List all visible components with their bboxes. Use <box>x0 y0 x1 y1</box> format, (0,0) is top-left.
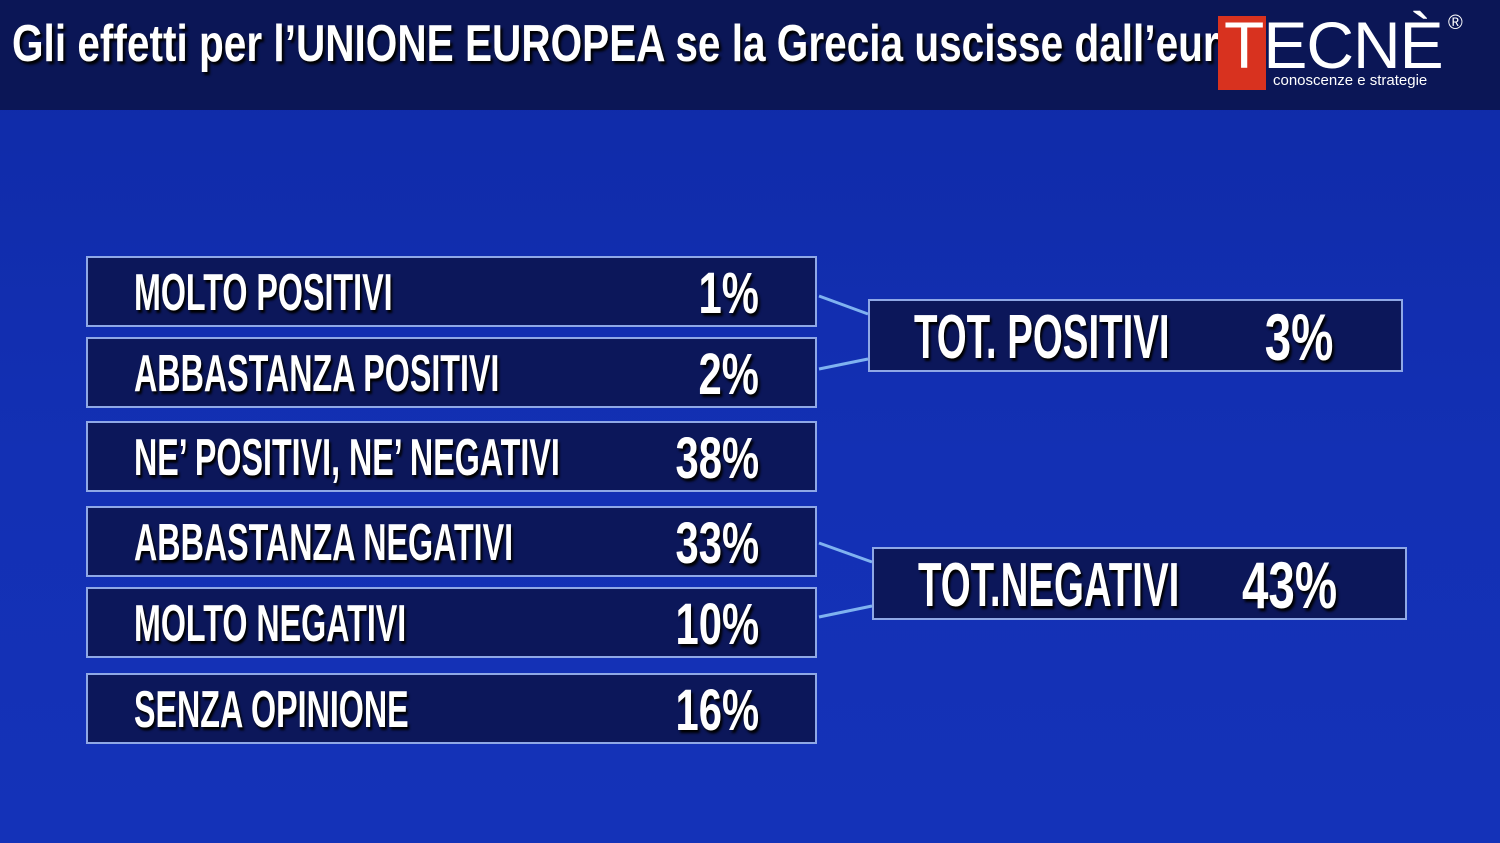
total-value: 43% <box>1241 548 1337 622</box>
total-positivi-box: TOT. POSITIVI 3% <box>868 299 1403 372</box>
tecne-logo: TECNÈ ® conoscenze e strategie <box>1218 12 1478 92</box>
row-ne-positivi-ne-negativi: NE’ POSITIVI, NE’ NEGATIVI 38% <box>86 421 817 492</box>
page-title: Gli effetti per l’UNIONE EUROPEA se la G… <box>12 15 1244 73</box>
row-label: ABBASTANZA POSITIVI <box>134 345 500 403</box>
row-value: 38% <box>675 426 759 491</box>
row-value: 16% <box>675 678 759 743</box>
total-label: TOT.NEGATIVI <box>918 551 1180 620</box>
row-value: 2% <box>698 342 759 407</box>
header-bar: Gli effetti per l’UNIONE EUROPEA se la G… <box>0 0 1500 110</box>
total-negativi-box: TOT.NEGATIVI 43% <box>872 547 1407 620</box>
total-value: 3% <box>1264 300 1333 374</box>
row-label: NE’ POSITIVI, NE’ NEGATIVI <box>134 429 560 487</box>
row-value: 10% <box>675 592 759 657</box>
row-value: 1% <box>698 261 759 326</box>
row-label: ABBASTANZA NEGATIVI <box>134 514 514 572</box>
logo-red-block <box>1218 16 1266 90</box>
row-value: 33% <box>675 511 759 576</box>
total-label: TOT. POSITIVI <box>914 303 1170 372</box>
row-molto-negativi: MOLTO NEGATIVI 10% <box>86 587 817 658</box>
row-label: MOLTO NEGATIVI <box>134 595 407 653</box>
row-senza-opinione: SENZA OPINIONE 16% <box>86 673 817 744</box>
logo-wordmark: TECNÈ <box>1224 8 1444 82</box>
row-abbastanza-negativi: ABBASTANZA NEGATIVI 33% <box>86 506 817 577</box>
connector-abbastanza-negativi <box>818 541 873 564</box>
connector-molto-negativi <box>818 604 873 619</box>
row-abbastanza-positivi: ABBASTANZA POSITIVI 2% <box>86 337 817 408</box>
connector-molto-positivi <box>818 294 869 316</box>
row-molto-positivi: MOLTO POSITIVI 1% <box>86 256 817 327</box>
logo-tagline: conoscenze e strategie <box>1273 72 1428 89</box>
row-label: MOLTO POSITIVI <box>134 264 393 322</box>
registered-icon: ® <box>1448 12 1463 34</box>
row-label: SENZA OPINIONE <box>134 681 409 739</box>
connector-abbastanza-positivi <box>818 357 869 371</box>
